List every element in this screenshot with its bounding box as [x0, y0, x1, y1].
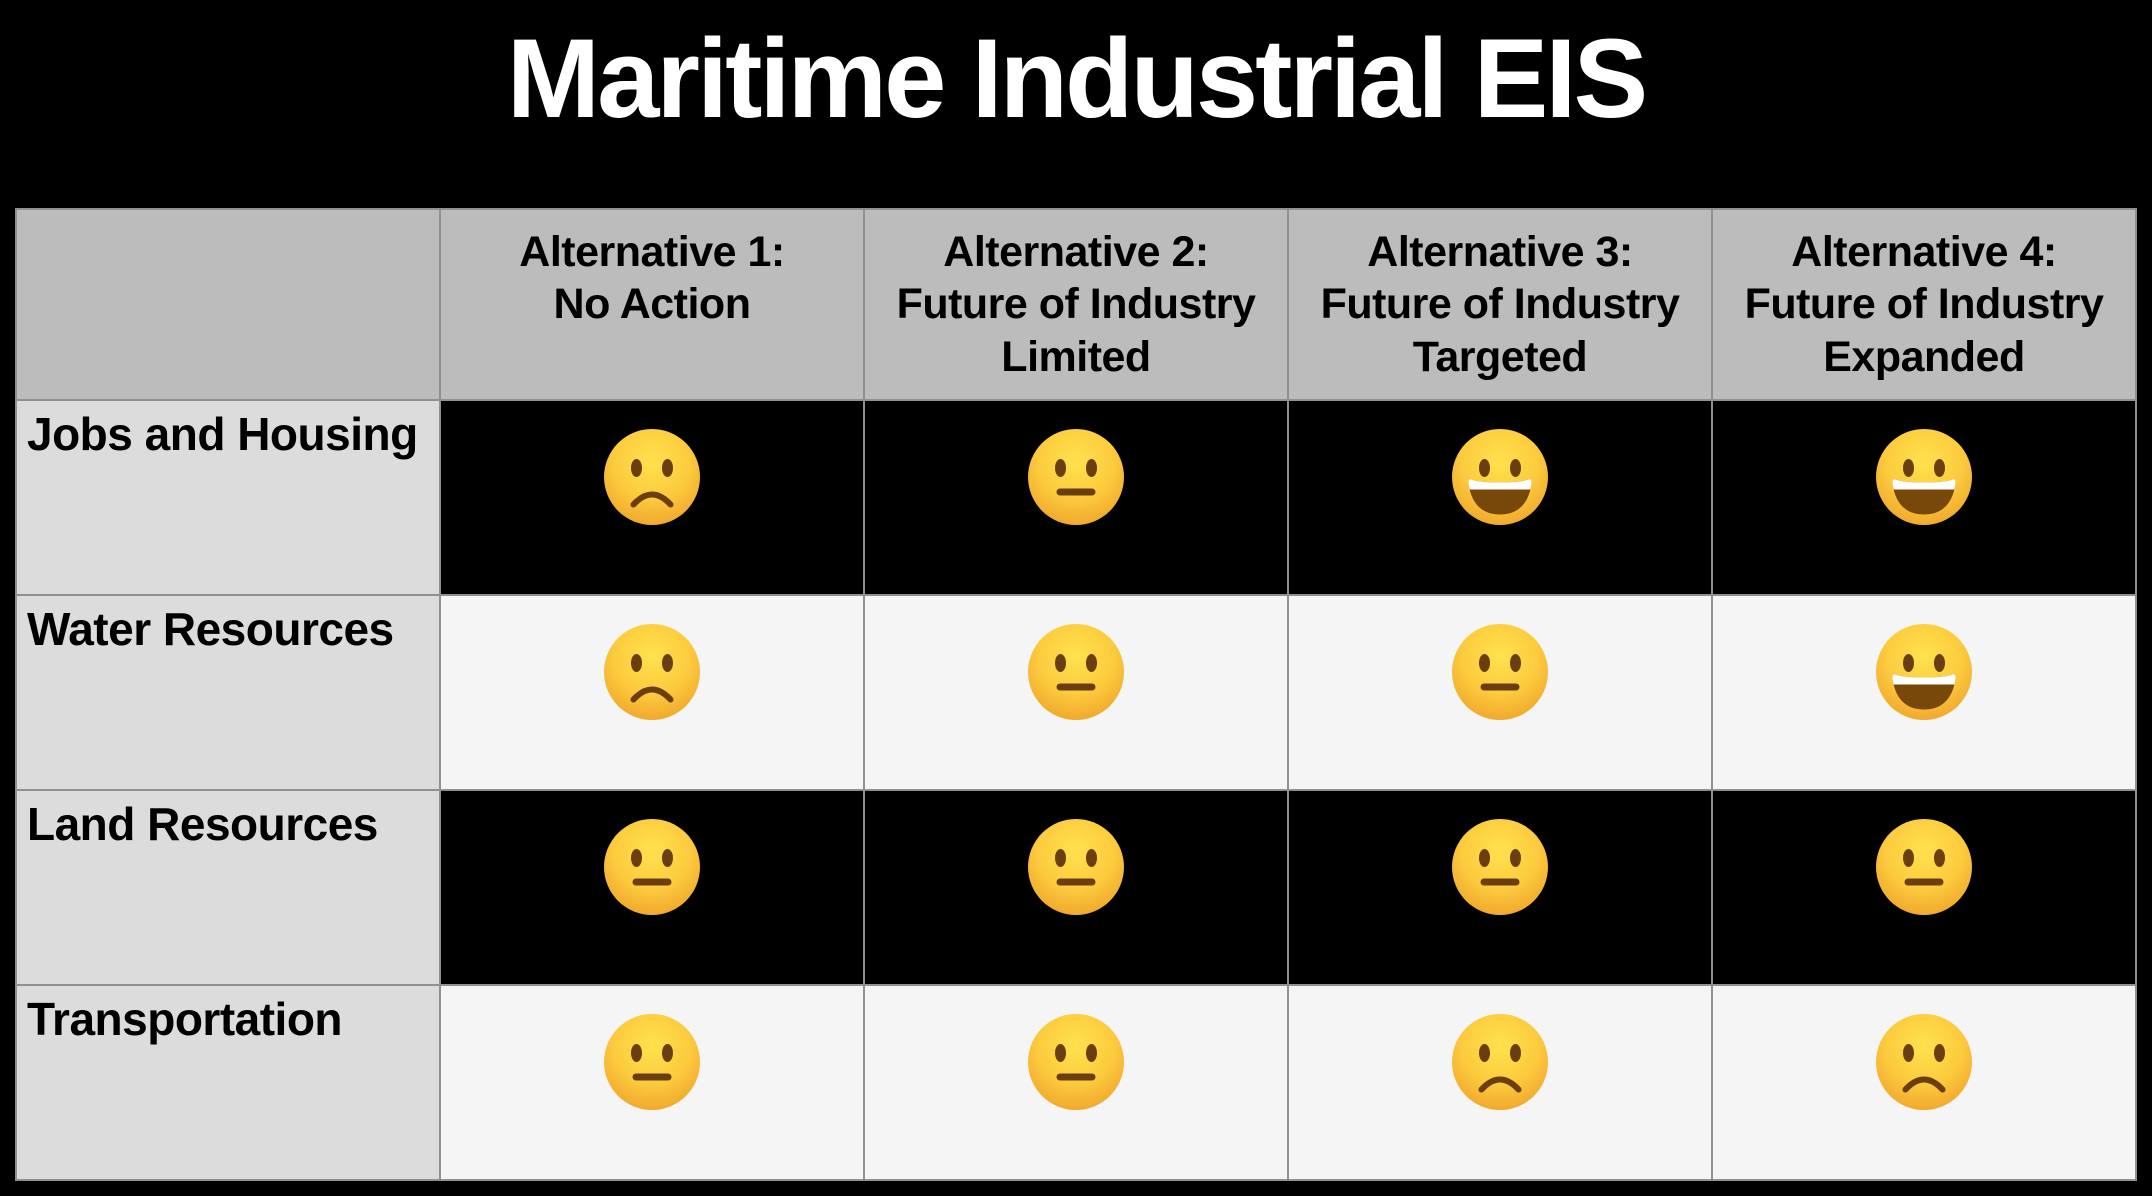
rating-cell: [1287, 789, 1713, 986]
column-header-alt-2: Alternative 2: Future of Industry Limited: [863, 208, 1289, 401]
sad-face-icon: [1876, 1014, 1972, 1110]
neutral-face-icon: [1028, 819, 1124, 915]
rating-cell: [439, 789, 865, 986]
rating-cell: [1711, 984, 2137, 1181]
column-header-title: Alternative 3:: [1367, 228, 1633, 276]
rating-cell: [439, 594, 865, 791]
rating-cell: [1711, 789, 2137, 986]
column-header-subtitle: No Action: [553, 280, 751, 329]
neutral-face-icon: [1452, 624, 1548, 720]
neutral-face-icon: [1028, 1014, 1124, 1110]
table-row: Jobs and Housing: [15, 399, 2137, 596]
column-header-alt-1: Alternative 1: No Action: [439, 208, 865, 401]
neutral-face-icon: [604, 819, 700, 915]
column-header-subtitle: Future of Industry Limited: [896, 280, 1256, 381]
column-header-title: Alternative 1:: [519, 228, 785, 276]
page-title: Maritime Industrial EIS: [506, 16, 1648, 141]
rating-cell: [1287, 594, 1713, 791]
table-row: Transportation: [15, 984, 2137, 1181]
column-header-subtitle: Future of Industry Targeted: [1320, 280, 1680, 381]
table-row: Land Resources: [15, 789, 2137, 986]
rating-cell: [439, 984, 865, 1181]
corner-cell: [15, 208, 441, 401]
column-header-alt-4: Alternative 4: Future of Industry Expande…: [1711, 208, 2137, 401]
rating-cell: [863, 984, 1289, 1181]
neutral-face-icon: [604, 1014, 700, 1110]
happy-face-icon: [1452, 429, 1548, 525]
neutral-face-icon: [1452, 819, 1548, 915]
header-row: Alternative 1: No Action Alternative 2: Fut…: [15, 208, 2137, 401]
rating-cell: [863, 399, 1289, 596]
column-header-title: Alternative 4:: [1791, 228, 2057, 276]
row-label: Water Resources: [15, 594, 441, 791]
sad-face-icon: [604, 429, 700, 525]
rating-cell: [1287, 984, 1713, 1181]
rating-cell: [1711, 594, 2137, 791]
neutral-face-icon: [1876, 819, 1972, 915]
column-header-alt-3: Alternative 3: Future of Industry Targete…: [1287, 208, 1713, 401]
row-label: Land Resources: [15, 789, 441, 986]
rating-cell: [863, 594, 1289, 791]
neutral-face-icon: [1028, 429, 1124, 525]
happy-face-icon: [1876, 624, 1972, 720]
column-header-title: Alternative 2:: [943, 228, 1209, 276]
rating-cell: [1287, 399, 1713, 596]
rating-cell: [1711, 399, 2137, 596]
table-row: Water Resources: [15, 594, 2137, 791]
happy-face-icon: [1876, 429, 1972, 525]
eis-comparison-table: Alternative 1: No Action Alternative 2: Fut…: [15, 208, 2137, 1181]
rating-cell: [439, 399, 865, 596]
column-header-subtitle: Future of Industry Expanded: [1744, 280, 2104, 381]
sad-face-icon: [1452, 1014, 1548, 1110]
rating-cell: [863, 789, 1289, 986]
neutral-face-icon: [1028, 624, 1124, 720]
row-label: Transportation: [15, 984, 441, 1181]
row-label: Jobs and Housing: [15, 399, 441, 596]
sad-face-icon: [604, 624, 700, 720]
